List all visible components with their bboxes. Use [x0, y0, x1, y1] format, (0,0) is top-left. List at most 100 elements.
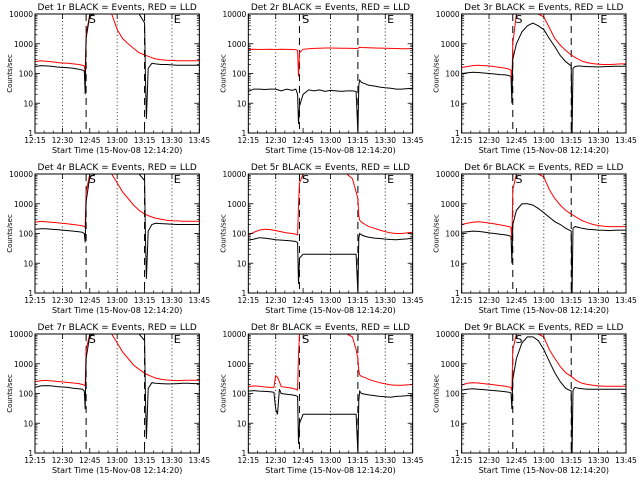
chart-5-y-tick-label: 10000: [222, 170, 246, 179]
chart-2-y-tick-label: 1: [242, 129, 247, 138]
chart-9-x-tick-label: 13:00: [533, 456, 555, 465]
chart-4-y-tick-label: 1: [28, 289, 33, 298]
chart-3-x-tick-label: 13:45: [615, 136, 637, 145]
chart-2-title: Det 2r BLACK = Events, RED = LLD: [251, 3, 410, 13]
chart-1-y-tick-label: 10000: [9, 10, 33, 19]
chart-9-x-tick-label: 13:15: [560, 456, 582, 465]
chart-6-y-axis-label: Counts/sec: [433, 214, 441, 253]
chart-1-x-tick-label: 13:00: [106, 136, 128, 145]
chart-6-x-tick-label: 13:00: [533, 296, 555, 305]
chart-5-marker-s: S: [302, 173, 309, 186]
chart-4-y-axis-label: Counts/sec: [6, 214, 14, 253]
chart-9-events-line: [461, 336, 626, 453]
chart-2-events-line: [248, 78, 413, 133]
chart-1-lld-line: [35, 14, 200, 74]
chart-9-y-axis-label: Counts/sec: [433, 374, 441, 413]
chart-6-marker-s: S: [516, 173, 523, 186]
chart-4-x-tick-label: 12:45: [79, 296, 101, 305]
chart-3-marker-s: S: [516, 13, 523, 26]
chart-6-x-tick-label: 12:45: [506, 296, 528, 305]
chart-8-y-tick-label: 100: [232, 390, 247, 399]
chart-2-x-tick-label: 12:15: [238, 136, 260, 145]
chart-8-x-tick-label: 12:15: [238, 456, 260, 465]
chart-6-title: Det 6r BLACK = Events, RED = LLD: [464, 163, 623, 173]
chart-1-y-tick-label: 1000: [14, 40, 33, 49]
chart-3-marker-e: E: [600, 13, 607, 26]
chart-2-x-tick-label: 13:15: [347, 136, 369, 145]
chart-2-x-tick-label: 13:45: [402, 136, 424, 145]
chart-2-x-tick-label: 12:30: [265, 136, 287, 145]
chart-3-title: Det 3r BLACK = Events, RED = LLD: [464, 3, 623, 13]
chart-9-lld-line: [461, 334, 626, 392]
chart-6-y-tick-label: 1: [455, 289, 460, 298]
chart-9-title: Det 9r BLACK = Events, RED = LLD: [464, 323, 623, 333]
chart-2-x-tick-label: 13:00: [320, 136, 342, 145]
chart-2-x-tick-label: 13:30: [374, 136, 396, 145]
chart-4-lld-line: [35, 174, 200, 229]
chart-5-x-tick-label: 13:00: [320, 296, 342, 305]
chart-1-y-tick-label: 10: [23, 99, 33, 108]
chart-1-x-axis-label: Start Time (15-Nov-08 12:14:20): [52, 146, 182, 155]
chart-7-x-tick-label: 13:45: [189, 456, 211, 465]
chart-5-y-axis-label: Counts/sec: [219, 214, 227, 253]
chart-6-events-line: [461, 203, 626, 293]
chart-6-x-axis-label: Start Time (15-Nov-08 12:14:20): [479, 306, 609, 315]
chart-1-x-tick-label: 13:15: [134, 136, 156, 145]
chart-8-x-tick-label: 13:45: [402, 456, 424, 465]
chart-3-x-tick-label: 12:45: [506, 136, 528, 145]
chart-7-x-tick-label: 12:15: [24, 456, 46, 465]
chart-1-x-tick-label: 12:30: [52, 136, 74, 145]
chart-6-y-tick-label: 100: [445, 230, 460, 239]
chart-7-x-axis-label: Start Time (15-Nov-08 12:14:20): [52, 466, 182, 475]
chart-4-events-line: [35, 174, 200, 279]
chart-9-marker-e: E: [600, 333, 607, 346]
chart-1-y-tick-label: 1: [28, 129, 33, 138]
chart-2-y-tick-label: 100: [232, 70, 247, 79]
chart-4-title: Det 4r BLACK = Events, RED = LLD: [38, 163, 197, 173]
chart-3-y-axis-label: Counts/sec: [433, 54, 441, 93]
chart-6-marker-e: E: [600, 173, 607, 186]
chart-3-x-tick-label: 12:30: [478, 136, 500, 145]
chart-6-y-tick-label: 10000: [436, 170, 460, 179]
chart-9-marker-s: S: [516, 333, 523, 346]
chart-5-y-tick-label: 100: [232, 230, 247, 239]
chart-3-x-axis-label: Start Time (15-Nov-08 12:14:20): [479, 146, 609, 155]
chart-3-x-tick-label: 13:30: [588, 136, 610, 145]
chart-4-x-tick-label: 13:45: [189, 296, 211, 305]
chart-3-y-tick-label: 10000: [436, 10, 460, 19]
chart-7-lld-line: [35, 334, 200, 387]
chart-1-marker-e: E: [174, 13, 181, 26]
chart-5-marker-e: E: [387, 173, 394, 186]
chart-9-x-tick-label: 12:30: [478, 456, 500, 465]
chart-8-events-line: [248, 389, 413, 453]
chart-3-lld-line: [461, 14, 626, 83]
chart-9-y-tick-label: 10000: [436, 330, 460, 339]
chart-8-y-axis-label: Counts/sec: [219, 374, 227, 413]
chart-8-x-tick-label: 12:30: [265, 456, 287, 465]
chart-4-x-tick-label: 13:15: [134, 296, 156, 305]
chart-5-lld-line: [248, 174, 413, 236]
chart-4-marker-s: S: [89, 173, 96, 186]
chart-5-x-tick-label: 13:30: [374, 296, 396, 305]
chart-9-x-tick-label: 13:45: [615, 456, 637, 465]
chart-7-events-line: [35, 334, 200, 439]
chart-5-x-tick-label: 12:15: [238, 296, 260, 305]
chart-3-x-tick-label: 13:15: [560, 136, 582, 145]
chart-2-x-tick-label: 12:45: [292, 136, 314, 145]
chart-2-lld-line: [248, 46, 413, 77]
chart-9-x-tick-label: 13:30: [588, 456, 610, 465]
chart-8-x-tick-label: 12:45: [292, 456, 314, 465]
chart-4-x-axis-label: Start Time (15-Nov-08 12:14:20): [52, 306, 182, 315]
chart-7-marker-e: E: [174, 333, 181, 346]
chart-4-x-tick-label: 13:00: [106, 296, 128, 305]
chart-7-x-tick-label: 13:15: [134, 456, 156, 465]
chart-2-y-tick-label: 1000: [227, 40, 246, 49]
chart-2-marker-s: S: [302, 13, 309, 26]
chart-2-x-axis-label: Start Time (15-Nov-08 12:14:20): [265, 146, 395, 155]
chart-7-x-tick-label: 12:30: [52, 456, 74, 465]
chart-5-x-tick-label: 12:45: [292, 296, 314, 305]
